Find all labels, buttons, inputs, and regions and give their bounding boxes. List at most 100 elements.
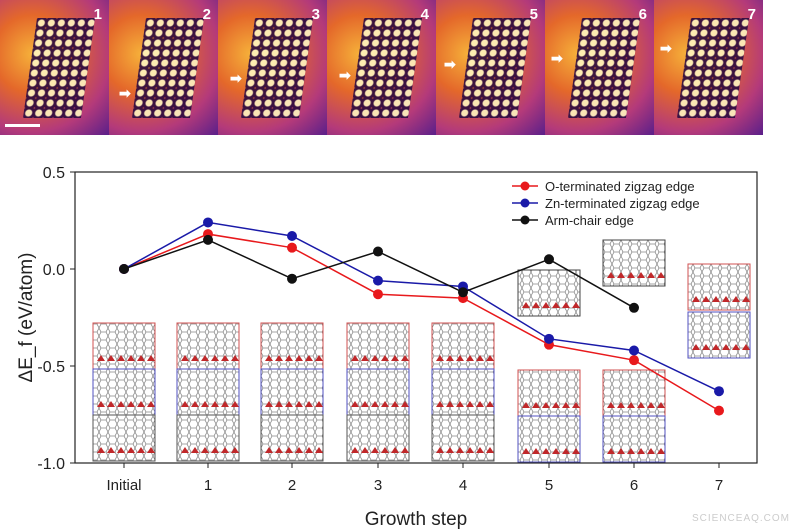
oxygen-atom [466, 401, 474, 407]
microscopy-panel: 2 ➡ [109, 0, 218, 135]
lattice-image [131, 18, 205, 118]
series-line [123, 233, 720, 412]
armchair-structure [602, 239, 666, 287]
data-point [203, 234, 213, 245]
oxygen-atom [315, 447, 323, 453]
data-point [373, 289, 383, 300]
oxygen-atom [617, 272, 625, 278]
y-tick-label: -0.5 [37, 359, 65, 376]
zn-edge-structure [176, 368, 240, 416]
oxygen-atom [466, 355, 474, 361]
oxygen-atom [562, 448, 570, 454]
o-edge-structure [176, 322, 240, 370]
data-point [629, 345, 639, 356]
data-point [373, 275, 383, 286]
right-arrow-icon: ➡ [230, 70, 242, 86]
oxygen-atom [617, 448, 625, 454]
oxygen-atom [127, 401, 135, 407]
oxygen-atom [191, 355, 199, 361]
oxygen-atom [221, 401, 229, 407]
panel-number: 6 [638, 6, 647, 23]
oxygen-atom [456, 447, 464, 453]
oxygen-atom [647, 402, 655, 408]
oxygen-atom [456, 355, 464, 361]
oxygen-atom [702, 344, 710, 350]
oxygen-atom [401, 355, 409, 361]
oxygen-atom [351, 355, 359, 361]
oxygen-atom [231, 401, 239, 407]
data-point [714, 386, 724, 397]
oxygen-atom [351, 401, 359, 407]
panel-number: 2 [202, 6, 211, 23]
oxygen-atom [607, 272, 615, 278]
oxygen-atom [381, 355, 389, 361]
data-point [629, 355, 639, 366]
data-point [203, 217, 213, 228]
oxygen-atom [137, 355, 145, 361]
oxygen-atom [637, 448, 645, 454]
oxygen-atom [181, 355, 189, 361]
lattice-image [22, 18, 96, 118]
oxygen-atom [476, 355, 484, 361]
oxygen-atom [436, 355, 444, 361]
oxygen-atom [201, 447, 209, 453]
oxygen-atom [607, 448, 615, 454]
x-tick-label: Initial [106, 477, 141, 494]
oxygen-atom [117, 401, 125, 407]
oxygen-atom [562, 402, 570, 408]
oxygen-atom [572, 448, 580, 454]
oxygen-atom [201, 401, 209, 407]
oxygen-atom [107, 355, 115, 361]
o-edge-structure [602, 369, 666, 417]
oxygen-atom [542, 448, 550, 454]
right-arrow-icon: ➡ [444, 56, 456, 72]
oxygen-atom [221, 355, 229, 361]
oxygen-atom [305, 401, 313, 407]
oxygen-atom [107, 447, 115, 453]
lattice-image [349, 18, 423, 118]
lattice-image [458, 18, 532, 118]
panel-number: 4 [420, 6, 429, 23]
oxygen-atom [722, 344, 730, 350]
oxygen-atom [231, 355, 239, 361]
oxygen-atom [265, 355, 273, 361]
armchair-structure [346, 414, 410, 462]
data-point [714, 405, 724, 416]
series-line [123, 221, 720, 392]
scale-bar [5, 124, 40, 127]
x-tick-label: 5 [545, 477, 553, 494]
data-point [544, 333, 554, 344]
oxygen-atom [371, 447, 379, 453]
panel-number: 5 [529, 6, 538, 23]
oxygen-atom [285, 401, 293, 407]
zn-edge-structure [602, 415, 666, 463]
microscopy-panel: 7 ➡ [654, 0, 763, 135]
oxygen-atom [371, 355, 379, 361]
legend-label: Zn-terminated zigzag edge [545, 196, 700, 211]
oxygen-atom [522, 302, 530, 308]
zn-edge-structure [346, 368, 410, 416]
oxygen-atom [532, 302, 540, 308]
oxygen-atom [476, 401, 484, 407]
oxygen-atom [351, 447, 359, 453]
oxygen-atom [137, 401, 145, 407]
oxygen-atom [692, 344, 700, 350]
oxygen-atom [722, 296, 730, 302]
oxygen-atom [552, 448, 560, 454]
oxygen-atom [657, 272, 665, 278]
oxygen-atom [97, 447, 105, 453]
oxygen-atom [361, 447, 369, 453]
oxygen-atom [211, 355, 219, 361]
oxygen-atom [657, 448, 665, 454]
lattice-image [240, 18, 314, 118]
oxygen-atom [572, 402, 580, 408]
legend-marker [520, 198, 530, 208]
oxygen-atom [647, 448, 655, 454]
microscopy-panel: 6 ➡ [545, 0, 654, 135]
x-tick-label: 7 [715, 477, 723, 494]
oxygen-atom [275, 355, 283, 361]
oxygen-atom [712, 296, 720, 302]
y-tick-label: 0.0 [43, 262, 65, 279]
oxygen-atom [436, 401, 444, 407]
oxygen-atom [456, 401, 464, 407]
